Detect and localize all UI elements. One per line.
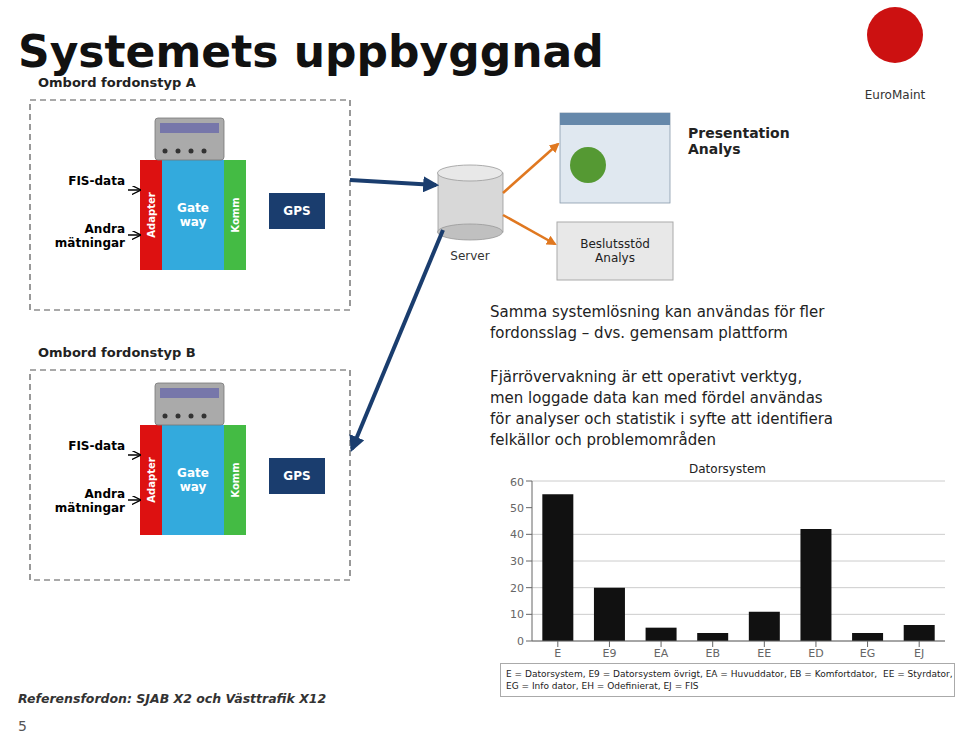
svg-text:Gateway: Gateway [177,466,209,494]
svg-text:EuroMaint: EuroMaint [865,88,926,102]
svg-text:50: 50 [510,502,524,515]
svg-text:EB: EB [705,647,720,660]
html-text:Datorsystem: Datorsystem [689,462,766,476]
svg-text:Fjärrövervakning är ett operat: Fjärrövervakning är ett operativt verkty… [490,368,833,449]
svg-text:5: 5 [18,718,27,734]
svg-text:Referensfordon: SJAB X2 och Vä: Referensfordon: SJAB X2 och Västtrafik X… [18,691,326,706]
svg-text:EA: EA [654,647,669,660]
svg-text:BeslutsstödAnalys: BeslutsstödAnalys [580,237,650,265]
svg-text:PresentationAnalys: PresentationAnalys [688,125,790,158]
svg-text:ED: ED [808,647,823,660]
svg-text:FIS-data: FIS-data [68,174,125,188]
svg-text:Systemets uppbyggnad: Systemets uppbyggnad [18,26,604,77]
svg-text:0: 0 [517,635,524,648]
svg-text:10: 10 [510,608,524,621]
svg-text:Ombord fordonstyp B: Ombord fordonstyp B [38,345,196,360]
svg-text:EE: EE [757,647,771,660]
svg-text:30: 30 [510,555,524,568]
svg-text:20: 20 [510,582,524,595]
svg-text:Server: Server [450,249,489,263]
svg-text:40: 40 [510,528,524,541]
svg-text:Andramätningar: Andramätningar [55,222,125,250]
svg-text:E: E [554,647,561,660]
svg-text:60: 60 [510,476,524,489]
svg-text:Gateway: Gateway [177,201,209,229]
svg-text:GPS: GPS [283,469,310,483]
svg-text:Adapter: Adapter [146,457,157,502]
svg-text:Ombord fordonstyp A: Ombord fordonstyp A [38,75,196,90]
svg-text:EG: EG [860,647,875,660]
svg-text:Komm: Komm [230,197,241,232]
svg-text:Andramätningar: Andramätningar [55,487,125,515]
svg-text:GPS: GPS [283,204,310,218]
svg-text:Adapter: Adapter [146,192,157,237]
svg-text:EJ: EJ [914,647,924,660]
html-text:E = Datorsystem, E9 = Datorsys: E = Datorsystem, E9 = Datorsystem övrigt… [506,669,953,691]
svg-text:FIS-data: FIS-data [68,439,125,453]
svg-text:Samma systemlösning kan använd: Samma systemlösning kan användas för fle… [490,303,825,342]
svg-text:E9: E9 [602,647,616,660]
svg-text:Komm: Komm [230,462,241,497]
